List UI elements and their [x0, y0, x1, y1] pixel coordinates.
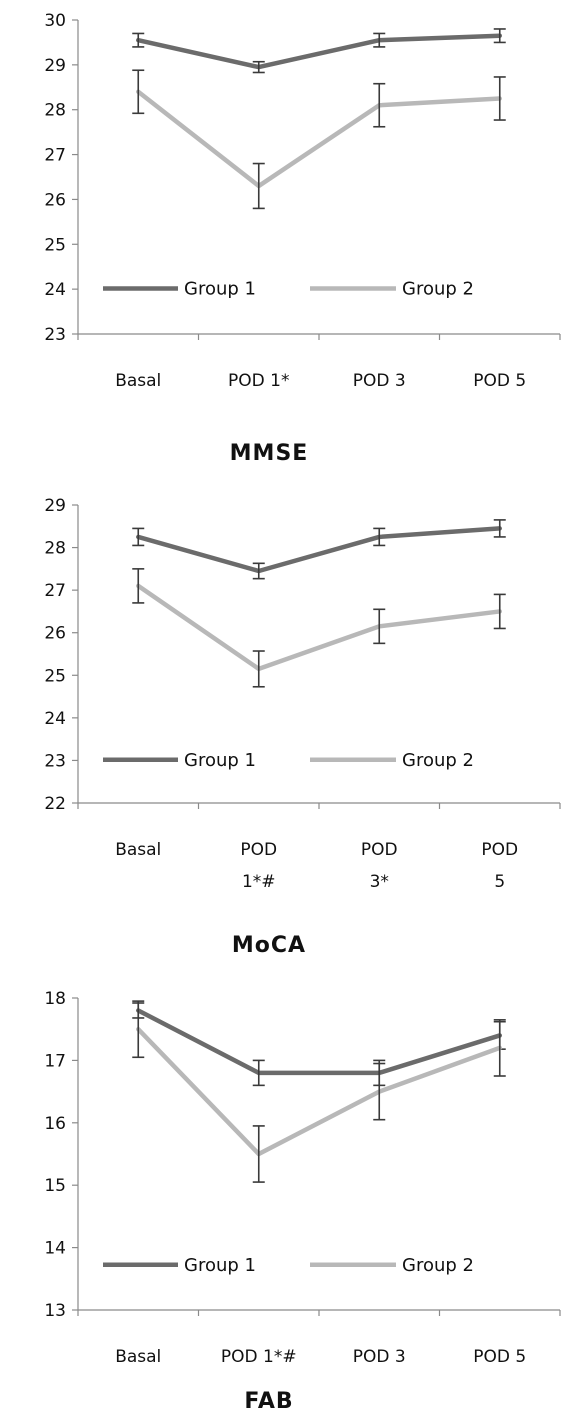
fab-chart: 13 14 15 16 17 18 Basal POD 1*# POD 3 POD 5 Group …: [44, 989, 561, 1414]
y-tick-label: 18: [44, 989, 66, 1009]
y-tick-label: 23: [44, 751, 66, 771]
x-tick-label: POD 1*#: [221, 1347, 297, 1367]
mmse-chart: 23 24 25 26 27 28 29 30 Basal POD 1* POD 3 POD 5 Gro…: [44, 11, 561, 466]
y-tick-label: 26: [44, 624, 66, 644]
y-tick-label: 29: [44, 496, 66, 516]
series-line-group-2: [136, 1026, 502, 1157]
y-tick-label: 26: [44, 190, 66, 210]
y-tick-label: 13: [44, 1301, 66, 1321]
y-tick-label: 27: [44, 146, 66, 166]
x-tick-label: Basal: [115, 1347, 161, 1367]
chart-title: FAB: [244, 1389, 293, 1414]
y-tick-label: 29: [44, 56, 66, 76]
y-tick-label: 24: [44, 280, 66, 300]
series-line-group-2: [136, 583, 502, 672]
y-tick-label: 30: [44, 11, 66, 31]
x-tick-label: POD 1*: [228, 371, 289, 391]
y-tick-label: 28: [44, 539, 66, 559]
y-tick-label: 24: [44, 709, 66, 729]
x-tick-label: POD 3: [353, 1347, 406, 1367]
chart-title: MMSE: [230, 441, 309, 466]
x-tick-label: Basal: [115, 840, 161, 860]
x-tick-label: POD 3: [353, 371, 406, 391]
y-tick-label: 16: [44, 1114, 66, 1134]
y-tick-label: 15: [44, 1176, 66, 1196]
y-tick-label: 23: [44, 325, 66, 345]
series-line-group-1: [136, 33, 502, 70]
y-tick-label: 22: [44, 794, 66, 814]
x-tick-label: POD 5: [473, 1347, 526, 1367]
series-line-group-2: [136, 89, 502, 189]
series-line-group-1: [136, 1008, 502, 1076]
y-tick-label: 14: [44, 1239, 66, 1259]
y-tick-label: 25: [44, 235, 66, 255]
series-line-group-1: [136, 526, 502, 574]
legend-label-group-1: Group 1: [184, 1255, 256, 1276]
x-tick-label: POD 3*: [361, 840, 398, 892]
legend-label-group-2: Group 2: [402, 1255, 474, 1276]
chart-title: MoCA: [232, 933, 306, 958]
y-tick-label: 28: [44, 101, 66, 121]
y-tick-label: 17: [44, 1051, 66, 1071]
legend-label-group-2: Group 2: [402, 750, 474, 771]
x-tick-label: POD 1*#: [240, 840, 277, 892]
x-tick-label: POD 5: [473, 371, 526, 391]
legend-label-group-2: Group 2: [402, 278, 474, 299]
legend-label-group-1: Group 1: [184, 750, 256, 771]
y-tick-label: 27: [44, 581, 66, 601]
legend-label-group-1: Group 1: [184, 278, 256, 299]
x-tick-label: POD 5: [481, 840, 518, 892]
moca-chart: 22 23 24 25 26 27 28 29 Basal POD 1*# POD 3* POD 5 Grou…: [44, 496, 561, 958]
y-tick-label: 25: [44, 666, 66, 686]
x-tick-label: Basal: [115, 371, 161, 391]
